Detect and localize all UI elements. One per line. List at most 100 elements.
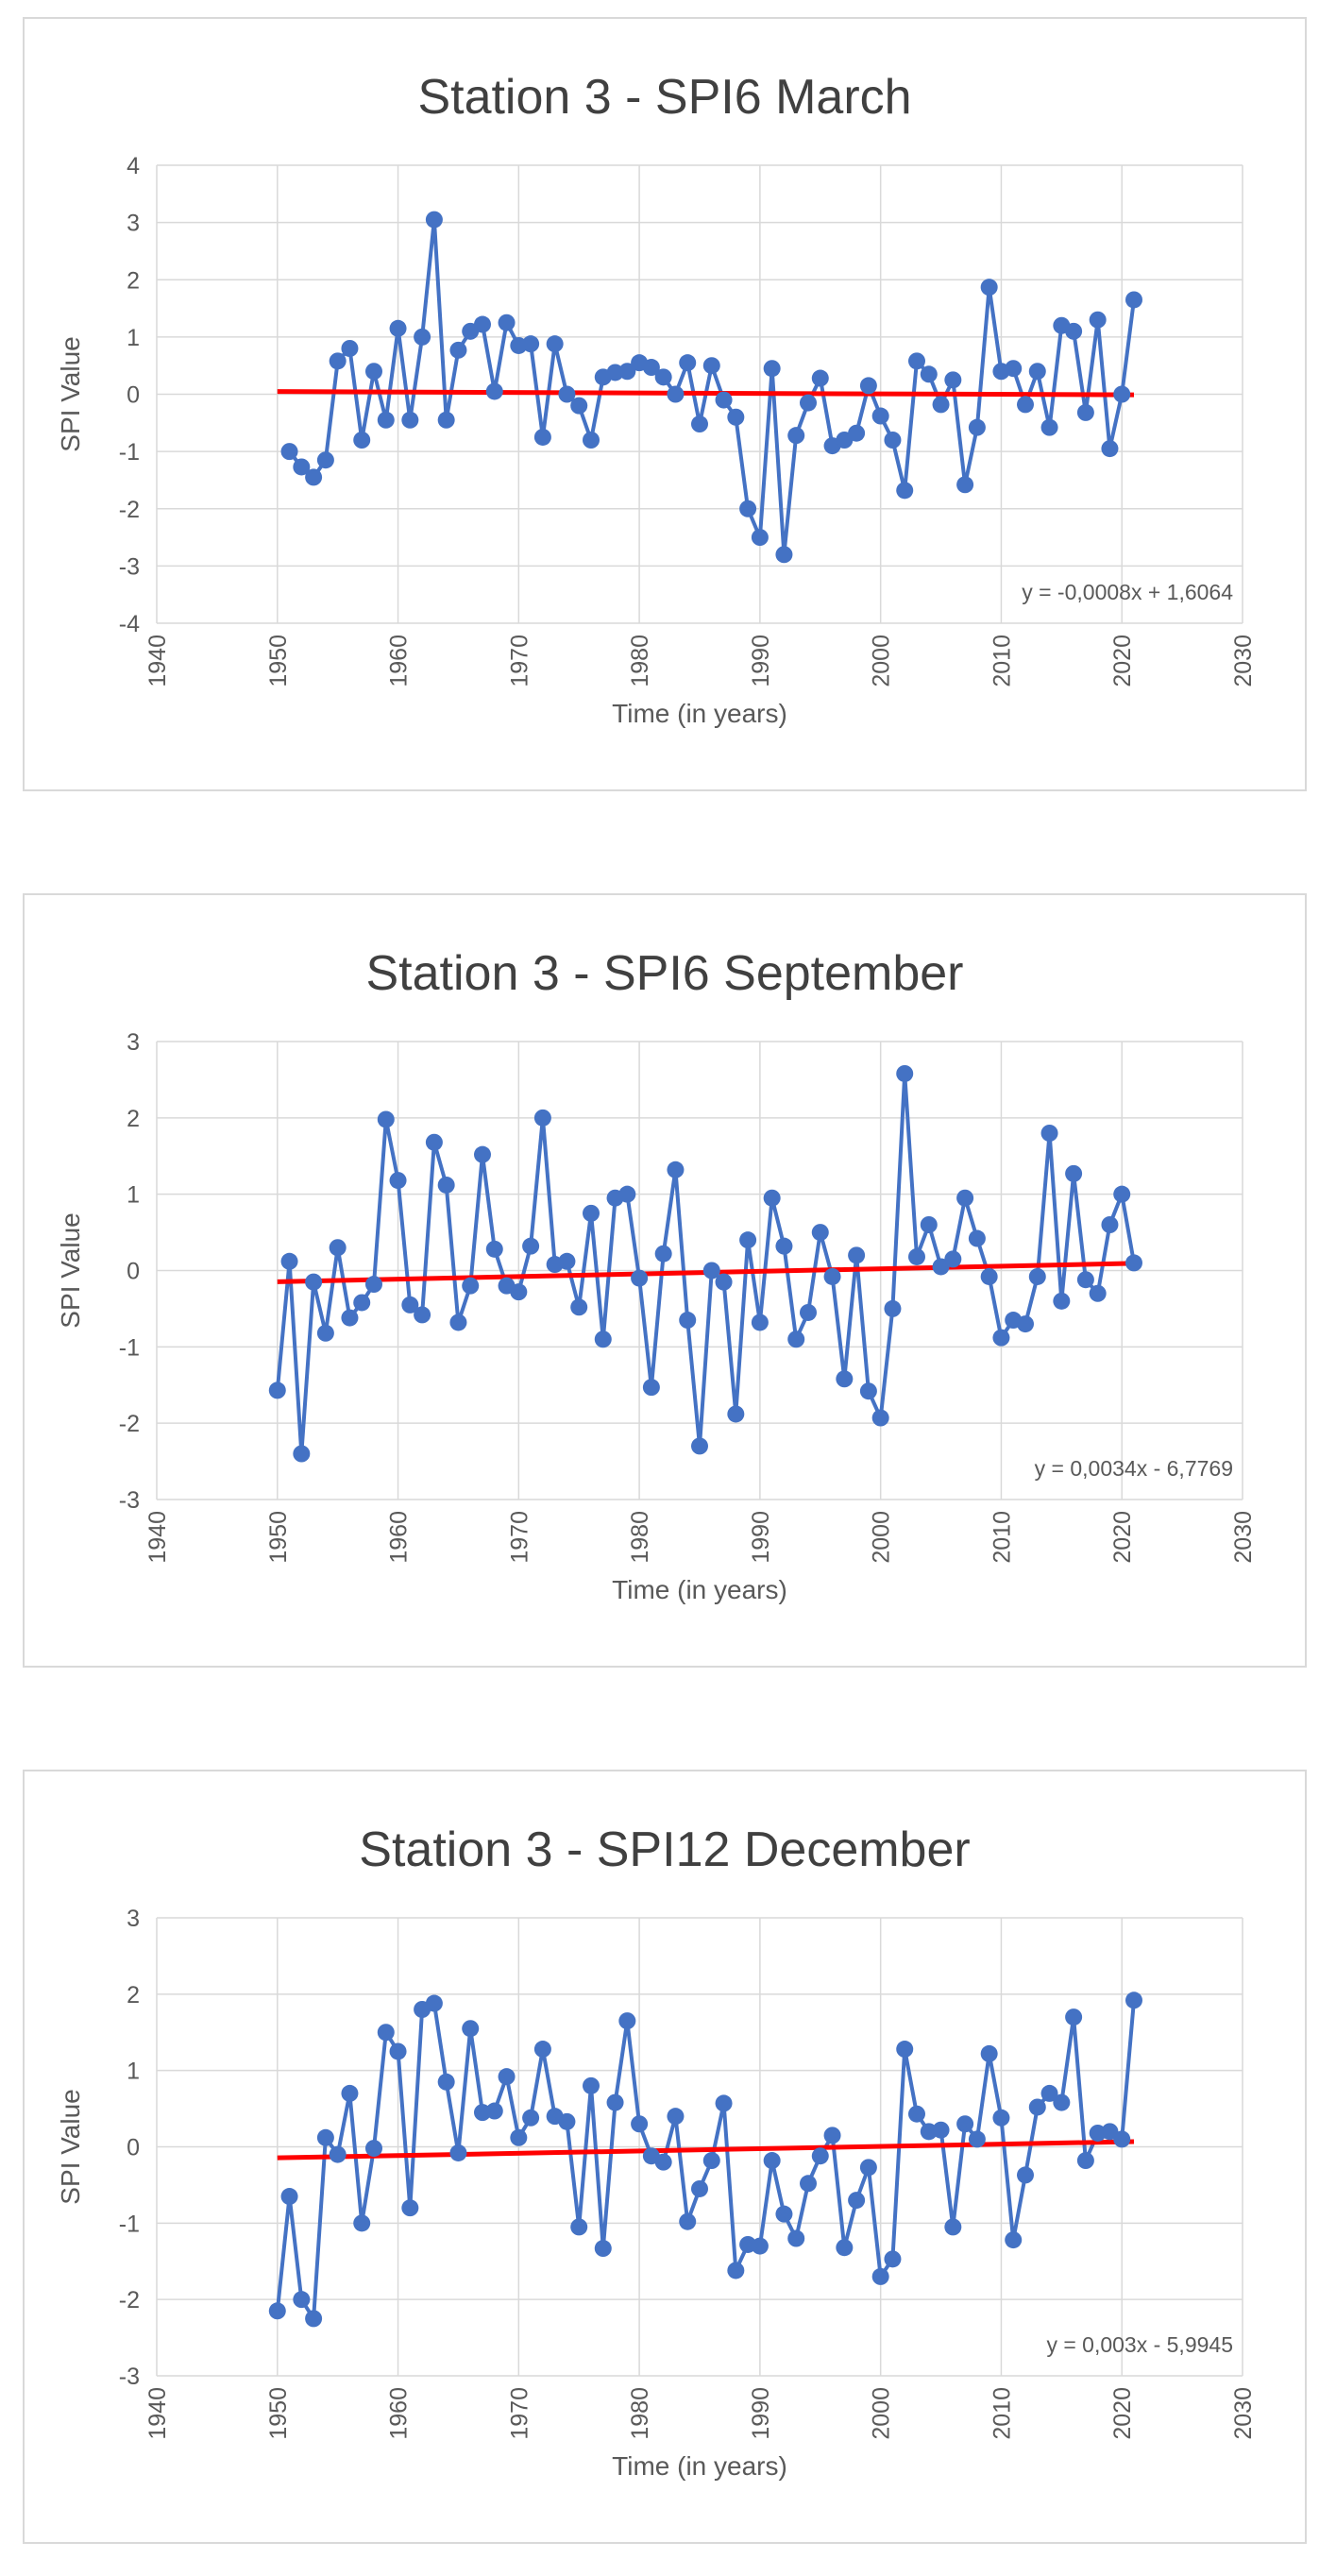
data-point <box>414 328 431 346</box>
data-point <box>353 2214 371 2232</box>
data-point <box>316 451 334 469</box>
series-line <box>288 217 1136 557</box>
data-point <box>871 1409 889 1427</box>
data-point <box>1065 1164 1083 1182</box>
data-point <box>992 1329 1010 1347</box>
x-tick-label: 2020 <box>1109 635 1136 687</box>
data-point <box>437 2073 455 2091</box>
x-tick-label: 1950 <box>265 2387 292 2440</box>
data-point <box>908 352 925 370</box>
data-point <box>980 1267 998 1285</box>
data-point <box>570 1298 588 1316</box>
x-tick-label: 2000 <box>869 635 895 687</box>
data-point <box>305 2310 323 2328</box>
data-point <box>280 1252 298 1270</box>
data-point <box>896 482 914 500</box>
data-point <box>836 1370 854 1388</box>
y-tick-label: 2 <box>127 1106 140 1132</box>
data-point <box>836 2239 854 2257</box>
x-tick-label: 1980 <box>627 2387 653 2440</box>
data-point <box>956 476 974 494</box>
y-tick-label: -2 <box>119 2287 140 2313</box>
chart-title: Station 3 - SPI12 December <box>359 1822 970 1877</box>
data-point <box>353 432 371 449</box>
data-point <box>1005 2231 1023 2249</box>
data-point <box>1089 1284 1107 1302</box>
data-point <box>992 2109 1010 2127</box>
x-tick-label: 1940 <box>144 2387 171 2440</box>
data-point <box>268 2302 286 2320</box>
data-point <box>1053 1292 1071 1310</box>
y-tick-label: 1 <box>127 1182 140 1209</box>
y-tick-label: -1 <box>119 1334 140 1361</box>
x-tick-label: 2010 <box>989 2387 1015 2440</box>
x-tick-label: 1990 <box>748 635 774 687</box>
y-tick-label: 2 <box>127 1982 140 2008</box>
data-point <box>462 2020 480 2038</box>
data-point <box>305 1273 323 1291</box>
data-point <box>823 2127 841 2144</box>
data-point <box>1040 2084 1058 2102</box>
data-point <box>1101 2123 1119 2141</box>
data-point <box>1028 363 1046 381</box>
data-point <box>702 1262 720 1280</box>
data-point <box>1053 2093 1071 2111</box>
y-axis-label: SPI Value <box>56 1212 85 1328</box>
data-point <box>667 385 685 403</box>
data-point <box>401 2199 419 2217</box>
x-tick-label: 2030 <box>1230 2387 1257 2440</box>
y-tick-label: 3 <box>127 1906 140 1932</box>
chart-panel-spi12-december: Station 3 - SPI12 December -3 -2 -1 0 1 2 3 1940… <box>23 1770 1307 2544</box>
data-point <box>944 1250 962 1268</box>
y-tick-label: 0 <box>127 382 140 409</box>
data-point <box>377 411 395 429</box>
x-tick-label: 2010 <box>989 1511 1015 1564</box>
data-point <box>293 2291 311 2309</box>
series-line <box>275 1071 1136 1456</box>
data-point <box>389 2042 407 2060</box>
data-point <box>679 1312 697 1330</box>
data-point <box>305 468 323 486</box>
data-point <box>980 2044 998 2062</box>
data-point <box>1076 403 1094 421</box>
x-tick-label: 2000 <box>869 2387 895 2440</box>
y-tick-label: -4 <box>119 611 140 637</box>
data-point <box>920 365 938 383</box>
data-point <box>956 2115 974 2133</box>
data-point <box>727 2262 745 2279</box>
data-point <box>1065 2008 1083 2026</box>
trendline <box>277 2139 1135 2161</box>
data-point <box>980 279 998 297</box>
data-point <box>1125 1991 1142 2009</box>
data-point <box>558 385 576 403</box>
data-point <box>353 1294 371 1312</box>
data-point <box>389 319 407 337</box>
data-point <box>485 382 503 400</box>
data-point <box>691 1437 708 1455</box>
data-point <box>691 2179 708 2197</box>
x-tick-label: 1970 <box>506 1511 533 1564</box>
y-tick-label: -3 <box>119 2364 140 2390</box>
data-point <box>654 1245 672 1263</box>
data-point <box>691 415 708 433</box>
data-point <box>1005 360 1023 378</box>
data-point <box>859 1382 877 1400</box>
data-point <box>618 1185 636 1203</box>
data-point <box>1113 385 1131 403</box>
data-point <box>474 315 491 333</box>
data-point <box>787 427 805 445</box>
data-point <box>932 1258 950 1276</box>
data-point <box>727 1405 745 1423</box>
y-tick-label: -2 <box>119 497 140 523</box>
data-point <box>437 411 455 429</box>
data-point <box>1125 1254 1142 1272</box>
y-axis-label: SPI Value <box>56 2089 85 2204</box>
x-tick-label: 2020 <box>1109 1511 1136 1564</box>
chart-panel-spi6-march: Station 3 - SPI6 March -4 -3 -2 -1 0 1 2 3 4 1940 1… <box>23 17 1307 791</box>
y-tick-label: 1 <box>127 325 140 351</box>
data-point <box>884 2250 902 2268</box>
data-point <box>449 2144 467 2161</box>
data-point <box>401 411 419 429</box>
data-point <box>365 2140 382 2158</box>
y-tick-label: -3 <box>119 553 140 580</box>
